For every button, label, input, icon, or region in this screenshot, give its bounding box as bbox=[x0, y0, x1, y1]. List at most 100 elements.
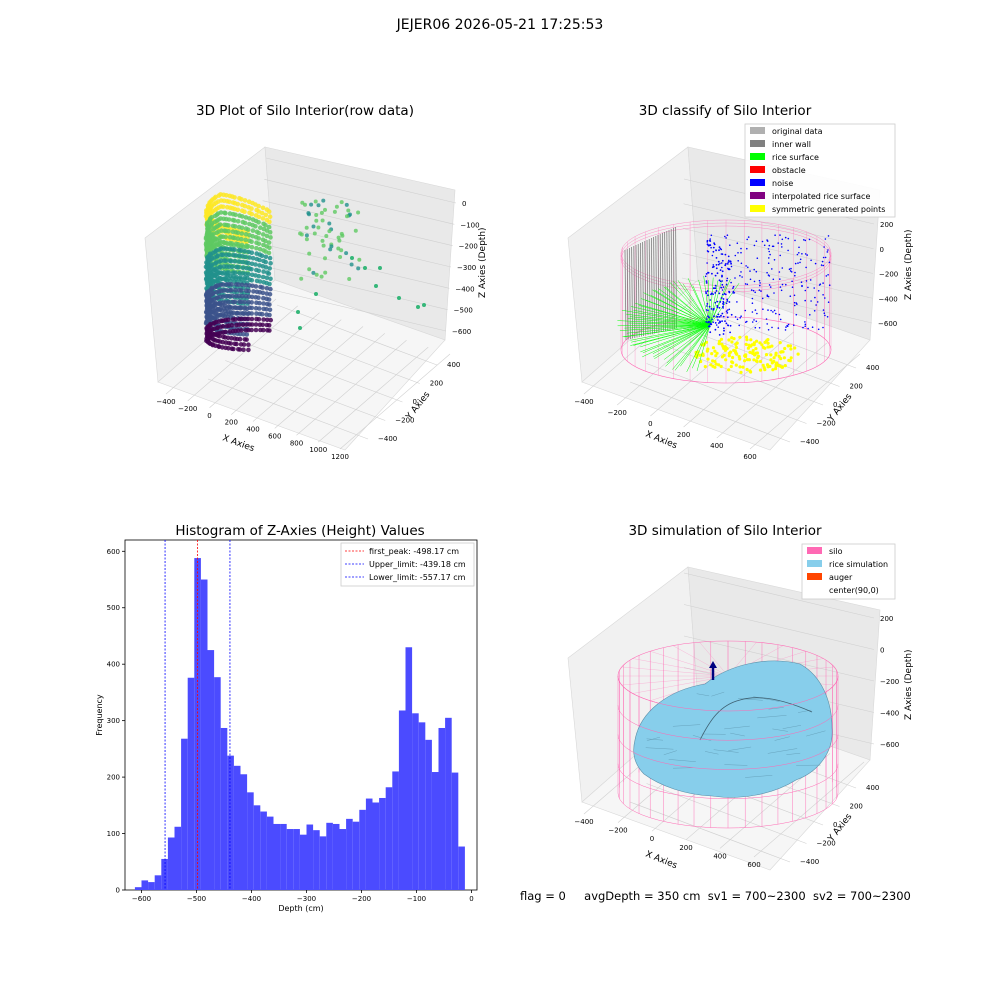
p1-x-tick: 400 bbox=[246, 426, 259, 434]
panel1-point bbox=[422, 303, 426, 307]
panel2-noise-point bbox=[759, 282, 761, 284]
panel2-symmetric-point bbox=[772, 359, 776, 364]
panel2-noise-point bbox=[769, 253, 771, 256]
panel1-point bbox=[220, 324, 226, 329]
panel1-point bbox=[344, 202, 349, 207]
panel2-symmetric-point bbox=[727, 368, 731, 372]
panel4-silo-ring bbox=[617, 792, 839, 829]
panel2-rice-line bbox=[669, 282, 711, 326]
panel2-noise-point bbox=[811, 326, 814, 329]
p2-z-tick: 200 bbox=[880, 221, 893, 229]
panel1-point bbox=[242, 316, 248, 322]
panel2-noise-point bbox=[771, 268, 773, 270]
panel2-noise-point bbox=[796, 303, 798, 305]
panel1-point bbox=[246, 342, 251, 348]
rice-simulation-mesh bbox=[713, 749, 739, 753]
panel2-noise-point bbox=[726, 312, 729, 314]
panel2-noise-point bbox=[756, 257, 759, 260]
panel3-title: Histogram of Z-Axies (Height) Values bbox=[175, 523, 425, 539]
panel3-xlabel: Depth (cm) bbox=[278, 904, 323, 913]
panel2-symmetric-point bbox=[709, 363, 713, 367]
avg-depth-text: avgDepth = 350 cm bbox=[584, 889, 701, 903]
histogram-bar bbox=[418, 722, 426, 890]
panel2-noise-point bbox=[768, 250, 770, 253]
panel1-point bbox=[257, 279, 263, 284]
auger-marker-head bbox=[709, 661, 717, 668]
histogram-bar bbox=[260, 811, 267, 890]
panel2-noise-point bbox=[770, 309, 772, 312]
panel2-rice-line bbox=[654, 289, 711, 326]
panel2-noise-point bbox=[722, 307, 724, 309]
panel2-noise-point bbox=[722, 286, 725, 288]
panel2-noise-point bbox=[808, 238, 811, 241]
panel2-symmetric-point bbox=[706, 357, 710, 361]
panel2-symmetric-point bbox=[738, 335, 742, 339]
panel2-noise-point bbox=[787, 323, 790, 326]
panel1-point bbox=[236, 265, 241, 270]
panel2-noise-point bbox=[712, 293, 714, 296]
panel1-point bbox=[353, 228, 358, 233]
panel2-noise-point bbox=[766, 271, 768, 274]
histogram-bar bbox=[194, 558, 201, 890]
panel2-symmetric-point bbox=[783, 364, 787, 368]
panel4-legend-swatch bbox=[807, 547, 822, 554]
panel2-noise-point bbox=[715, 264, 718, 266]
panel2-rice-line bbox=[630, 324, 711, 341]
panel2-legend: original data inner wall rice surface obsta… bbox=[744, 123, 896, 218]
panel2-symmetric-point bbox=[780, 365, 784, 369]
panel1-point bbox=[267, 328, 272, 333]
panel2-title: 3D classify of Silo Interior bbox=[638, 103, 812, 119]
panel2-noise-point bbox=[746, 247, 748, 250]
panel2-noise-point bbox=[753, 319, 755, 321]
p4-z-tick: −200 bbox=[880, 678, 899, 686]
panel1-point bbox=[247, 255, 252, 260]
panel2-rice-line bbox=[622, 324, 711, 338]
panel2-noise-point bbox=[706, 303, 709, 305]
histogram-bar bbox=[438, 727, 446, 890]
panel1-point bbox=[319, 210, 324, 215]
panel2-noise-point bbox=[716, 316, 718, 318]
panel2-noise-point bbox=[804, 325, 806, 328]
p1-z-tick: −300 bbox=[457, 264, 476, 272]
histogram-bar bbox=[134, 887, 142, 890]
rice-simulation-mesh bbox=[668, 759, 696, 762]
panel1-point bbox=[336, 246, 341, 251]
figure-title: JEJER06 2026-05-21 17:25:53 bbox=[396, 17, 604, 33]
panel2-legend-label: noise bbox=[772, 179, 793, 188]
panel1-point bbox=[311, 224, 316, 229]
panel2-noise-point bbox=[769, 286, 772, 288]
panel2-noise-point bbox=[705, 273, 708, 275]
panel1-point bbox=[242, 209, 247, 214]
panel2-noise-point bbox=[726, 279, 728, 282]
panel2-noise-point bbox=[800, 281, 803, 284]
panel2-noise-point bbox=[809, 279, 812, 281]
panel2-noise-point bbox=[825, 275, 828, 277]
rice-simulation-mesh bbox=[724, 725, 750, 730]
panel1-point bbox=[235, 236, 241, 241]
panel2-noise-point bbox=[712, 321, 714, 324]
panel1-point bbox=[246, 316, 251, 322]
panel2-noise-point bbox=[730, 262, 732, 265]
panel2-noise-point bbox=[707, 244, 710, 247]
panel2-noise-point bbox=[827, 274, 829, 276]
panel1-point bbox=[229, 346, 235, 352]
panel1-point bbox=[267, 214, 273, 219]
panel1-point bbox=[304, 237, 309, 242]
panel1-point bbox=[313, 199, 318, 204]
panel2-noise-point bbox=[755, 270, 758, 273]
panel1-point bbox=[307, 267, 312, 272]
histogram-legend-box bbox=[340, 542, 475, 587]
panel2-noise-point bbox=[781, 267, 784, 269]
panel2-symmetric-point bbox=[729, 350, 733, 354]
panel2-symmetric-point bbox=[783, 346, 787, 351]
panel2-legend-swatch bbox=[750, 127, 765, 134]
panel2-noise-point bbox=[736, 301, 738, 303]
p4-x-tick: −200 bbox=[608, 827, 627, 835]
panel2-noise-point bbox=[801, 253, 803, 255]
panel2-rice-line bbox=[652, 324, 711, 354]
panel1-point bbox=[263, 238, 268, 244]
panel1-point bbox=[241, 347, 246, 353]
panel2-noise-point bbox=[752, 289, 755, 292]
p2-y-tick: −200 bbox=[817, 420, 836, 428]
panel2-noise-point bbox=[725, 322, 728, 325]
